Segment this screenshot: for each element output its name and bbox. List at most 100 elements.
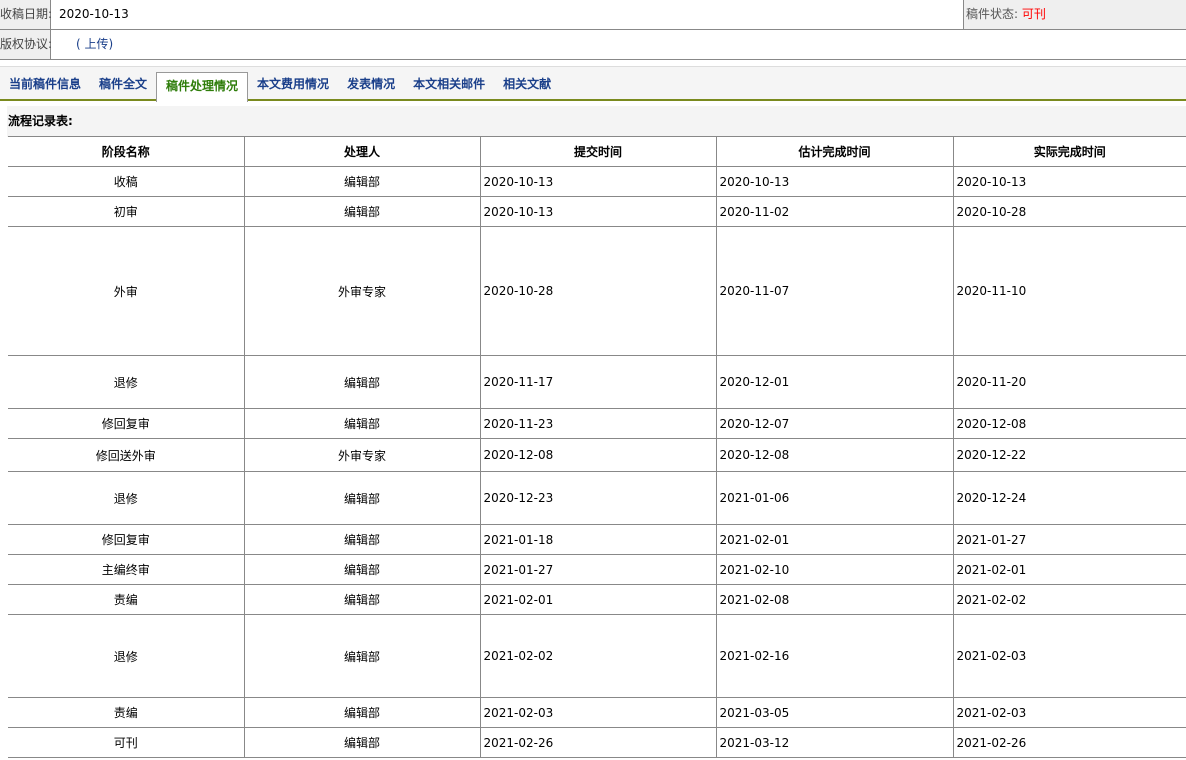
tab-fees[interactable]: 本文费用情况: [257, 77, 330, 91]
status-value: 可刊: [1021, 7, 1046, 21]
stage-name-cell: 修回复审: [8, 524, 245, 555]
handler-cell: 编辑部: [243, 166, 481, 197]
actual-time-cell: 2020-11-10: [952, 226, 1186, 356]
table-header-row: 阶段名称 处理人 提交时间 估计完成时间 实际完成时间: [8, 136, 1186, 167]
actual-time-cell: 2021-01-27: [952, 524, 1186, 555]
stage-name-cell: 主编终审: [8, 554, 245, 585]
table-title: 流程记录表:: [7, 106, 1186, 137]
actual-time-cell: 2020-10-28: [952, 196, 1186, 227]
estimated-time-cell: 2021-03-05: [715, 697, 954, 728]
submit-time-cell: 2020-12-08: [479, 438, 717, 472]
actual-time-cell: 2020-12-22: [952, 438, 1186, 472]
estimated-time-cell: 2020-11-07: [715, 226, 954, 356]
estimated-time-cell: 2020-12-07: [715, 408, 954, 439]
table-row: 收稿 编辑部 2020-10-13 2020-10-13 2020-10-13: [8, 166, 1186, 197]
received-date-value: 2020-10-13: [59, 7, 129, 21]
column-header: 提交时间: [479, 136, 717, 167]
submit-time-cell: 2021-02-26: [479, 727, 717, 758]
stage-name-cell: 修回送外审: [8, 438, 245, 472]
submit-time-cell: 2021-01-18: [479, 524, 717, 555]
submit-time-cell: 2021-02-01: [479, 584, 717, 615]
table-row: 修回复审 编辑部 2021-01-18 2021-02-01 2021-01-27: [8, 524, 1186, 555]
estimated-time-cell: 2021-02-10: [715, 554, 954, 585]
actual-time-cell: 2021-02-01: [952, 554, 1186, 585]
handler-cell: 外审专家: [243, 226, 481, 356]
stage-name-cell: 可刊: [8, 727, 245, 758]
submit-time-cell: 2020-12-23: [479, 471, 717, 525]
estimated-time-cell: 2021-02-01: [715, 524, 954, 555]
table-row: 初审 编辑部 2020-10-13 2020-11-02 2020-10-28: [8, 196, 1186, 227]
submit-time-cell: 2021-02-03: [479, 697, 717, 728]
upload-link[interactable]: ( 上传): [76, 37, 114, 51]
column-header: 估计完成时间: [715, 136, 954, 167]
stage-name-cell: 外审: [8, 226, 245, 356]
tab-full-text[interactable]: 稿件全文: [99, 77, 148, 91]
status-cell: 稿件状态: 可刊: [963, 0, 1186, 29]
submit-time-cell: 2020-10-13: [479, 166, 717, 197]
handler-cell: 编辑部: [243, 524, 481, 555]
stage-name-cell: 退修: [8, 614, 245, 698]
estimated-time-cell: 2020-10-13: [715, 166, 954, 197]
actual-time-cell: 2021-02-03: [952, 697, 1186, 728]
table-row: 退修 编辑部 2021-02-02 2021-02-16 2021-02-03: [8, 614, 1186, 698]
table-row: 退修 编辑部 2020-11-17 2020-12-01 2020-11-20: [8, 355, 1186, 409]
actual-time-cell: 2021-02-03: [952, 614, 1186, 698]
submit-time-cell: 2020-11-17: [479, 355, 717, 409]
handler-cell: 编辑部: [243, 614, 481, 698]
handler-cell: 编辑部: [243, 196, 481, 227]
process-record-table: 阶段名称 处理人 提交时间 估计完成时间 实际完成时间 收稿 编辑部 2020-10-13 2…: [8, 136, 1186, 758]
estimated-time-cell: 2021-02-08: [715, 584, 954, 615]
table-row: 责编 编辑部 2021-02-01 2021-02-08 2021-02-02: [8, 584, 1186, 615]
estimated-time-cell: 2020-12-01: [715, 355, 954, 409]
copyright-label: 版权协议:: [0, 30, 52, 59]
handler-cell: 编辑部: [243, 355, 481, 409]
stage-name-cell: 退修: [8, 355, 245, 409]
status-label: 稿件状态:: [966, 7, 1019, 21]
tab-bar: 当前稿件信息 稿件全文 稿件处理情况 本文费用情况 发表情况 本文相关邮件 相关文献: [0, 66, 1186, 102]
info-row-copyright: 版权协议: ( 上传): [0, 30, 1186, 60]
estimated-time-cell: 2020-12-08: [715, 438, 954, 472]
actual-time-cell: 2020-10-13: [952, 166, 1186, 197]
column-header: 实际完成时间: [952, 136, 1186, 167]
actual-time-cell: 2020-12-24: [952, 471, 1186, 525]
table-row: 主编终审 编辑部 2021-01-27 2021-02-10 2021-02-01: [8, 554, 1186, 585]
stage-name-cell: 修回复审: [8, 408, 245, 439]
table-row: 修回送外审 外审专家 2020-12-08 2020-12-08 2020-12-22: [8, 438, 1186, 472]
submit-time-cell: 2021-02-02: [479, 614, 717, 698]
tab-current-info[interactable]: 当前稿件信息: [9, 77, 82, 91]
tab-references[interactable]: 相关文献: [503, 77, 552, 91]
tab-emails[interactable]: 本文相关邮件: [413, 77, 486, 91]
handler-cell: 外审专家: [243, 438, 481, 472]
estimated-time-cell: 2021-03-12: [715, 727, 954, 758]
stage-name-cell: 责编: [8, 584, 245, 615]
stage-name-cell: 收稿: [8, 166, 245, 197]
table-row: 可刊 编辑部 2021-02-26 2021-03-12 2021-02-26: [8, 727, 1186, 758]
submit-time-cell: 2020-11-23: [479, 408, 717, 439]
stage-name-cell: 退修: [8, 471, 245, 525]
table-row: 修回复审 编辑部 2020-11-23 2020-12-07 2020-12-08: [8, 408, 1186, 439]
handler-cell: 编辑部: [243, 697, 481, 728]
actual-time-cell: 2020-11-20: [952, 355, 1186, 409]
handler-cell: 编辑部: [243, 584, 481, 615]
table-row: 外审 外审专家 2020-10-28 2020-11-07 2020-11-10: [8, 226, 1186, 356]
actual-time-cell: 2021-02-02: [952, 584, 1186, 615]
column-header: 阶段名称: [8, 136, 245, 167]
estimated-time-cell: 2021-02-16: [715, 614, 954, 698]
manuscript-info: 收稿日期: 2020-10-13 稿件状态: 可刊 版权协议: ( 上传): [0, 0, 1186, 60]
handler-cell: 编辑部: [243, 554, 481, 585]
submit-time-cell: 2021-01-27: [479, 554, 717, 585]
tab-processing[interactable]: 稿件处理情况: [156, 72, 249, 102]
column-header: 处理人: [243, 136, 481, 167]
stage-name-cell: 初审: [8, 196, 245, 227]
table-row: 责编 编辑部 2021-02-03 2021-03-05 2021-02-03: [8, 697, 1186, 728]
handler-cell: 编辑部: [243, 408, 481, 439]
estimated-time-cell: 2021-01-06: [715, 471, 954, 525]
table-row: 退修 编辑部 2020-12-23 2021-01-06 2020-12-24: [8, 471, 1186, 525]
tab-publication[interactable]: 发表情况: [347, 77, 396, 91]
info-row-received: 收稿日期: 2020-10-13 稿件状态: 可刊: [0, 0, 1186, 30]
actual-time-cell: 2021-02-26: [952, 727, 1186, 758]
actual-time-cell: 2020-12-08: [952, 408, 1186, 439]
handler-cell: 编辑部: [243, 471, 481, 525]
received-date-label: 收稿日期:: [0, 0, 52, 29]
stage-name-cell: 责编: [8, 697, 245, 728]
